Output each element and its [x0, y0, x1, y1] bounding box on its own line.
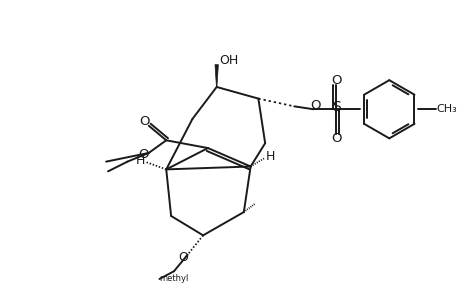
Text: H: H	[135, 154, 145, 167]
Text: O: O	[331, 132, 341, 145]
Polygon shape	[214, 65, 218, 87]
Text: O: O	[139, 148, 149, 161]
Text: methyl: methyl	[159, 274, 188, 283]
Text: OH: OH	[219, 54, 238, 67]
Text: H: H	[265, 150, 274, 163]
Text: O: O	[178, 251, 187, 264]
Text: O: O	[310, 99, 320, 112]
Text: S: S	[332, 100, 341, 114]
Text: O: O	[140, 116, 150, 128]
Text: O: O	[331, 74, 341, 87]
Text: CH₃: CH₃	[436, 104, 457, 114]
